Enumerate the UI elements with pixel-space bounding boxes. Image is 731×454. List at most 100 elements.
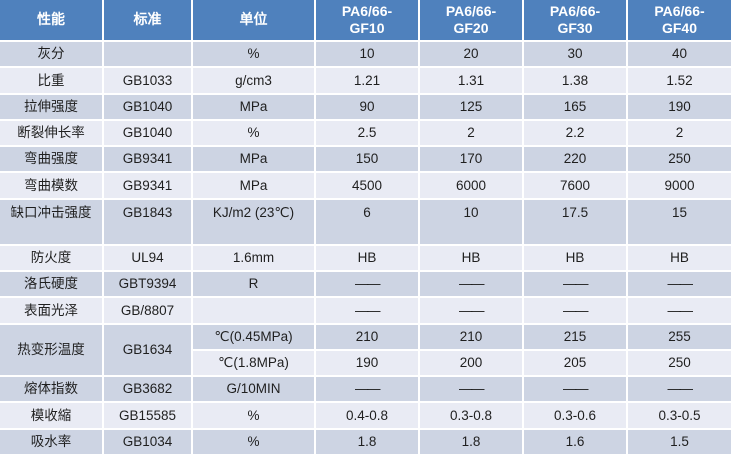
cell-value: 125 xyxy=(418,92,524,121)
table-row: 拉伸强度 GB1040 MPa 90 125 165 190 xyxy=(0,92,731,121)
table-row: 表面光泽 GB/8807 —— —— —— —— xyxy=(0,296,731,325)
cell-value: 0.3-0.5 xyxy=(626,401,731,430)
cell-value: —— xyxy=(314,269,420,299)
cell-standard: GB3682 xyxy=(102,375,193,404)
cell-value: 210 xyxy=(314,322,420,351)
cell-value: 170 xyxy=(418,145,524,174)
cell-property: 断裂伸长率 xyxy=(0,118,104,148)
cell-value: 220 xyxy=(522,145,628,174)
cell-standard: GB1033 xyxy=(102,66,193,95)
cell-property: 比重 xyxy=(0,66,104,95)
cell-value: 20 xyxy=(418,39,524,69)
cell-property: 表面光泽 xyxy=(0,296,104,325)
table-row: 热变形温度 GB1634 ℃(0.45MPa) 210 210 215 255 xyxy=(0,322,731,378)
cell-value: 190 xyxy=(314,348,420,378)
cell-value: —— xyxy=(626,375,731,404)
cell-value: 0.4-0.8 xyxy=(314,401,420,430)
cell-value: —— xyxy=(418,296,524,325)
cell-value: 2 xyxy=(626,118,731,148)
cell-standard: GB1034 xyxy=(102,427,193,454)
table-row: 模收縮 GB15585% 0.4-0.8 0.3-0.8 0.3-0.6 0.3-0.5 xyxy=(0,401,731,430)
cell-value: —— xyxy=(314,375,420,404)
cell-value: 255 xyxy=(626,322,731,351)
table-row: 吸水率 GB1034% 1.8 1.8 1.6 1.5 xyxy=(0,427,731,454)
cell-value: 250 xyxy=(626,145,731,174)
table-row: 弯曲强度 GB9341 MPa 150 170 220 250 xyxy=(0,145,731,174)
cell-value: —— xyxy=(522,296,628,325)
table-row: 防火度 UL94 1.6mm HB HB HB HB xyxy=(0,243,731,272)
cell-value: 150 xyxy=(314,145,420,174)
cell-value: 15 xyxy=(626,197,731,246)
cell-value: 0.3-0.8 xyxy=(418,401,524,430)
cell-unit: g/cm3 xyxy=(191,66,316,95)
table-row: 弯曲模数 GB9341 MPa 4500 6000 7600 9000 xyxy=(0,171,731,200)
cell-value: 1.31 xyxy=(418,66,524,95)
cell-property: 拉伸强度 xyxy=(0,92,104,121)
cell-standard: GB15585 xyxy=(102,401,193,430)
header-row: 性能 标准 单位 PA6/66- GF10 PA6/66- GF20 PA6/66- GF… xyxy=(0,0,731,42)
cell-value: 2.5 xyxy=(314,118,420,148)
cell-value: 200 xyxy=(418,348,524,378)
cell-standard: GB1843 xyxy=(102,197,193,246)
cell-value: HB xyxy=(418,243,524,272)
cell-value: 2 xyxy=(418,118,524,148)
table-row: 缺口冲击强度 GB1843 KJ/m2 (23℃) 6 10 17.5 15 xyxy=(0,197,731,246)
cell-value: 1.52 xyxy=(626,66,731,95)
column-header-property: 性能 xyxy=(0,0,104,42)
cell-value: 190 xyxy=(626,92,731,121)
cell-property: 洛氏硬度 xyxy=(0,269,104,299)
column-header-standard: 标准 xyxy=(102,0,193,42)
cell-value: 1.8 xyxy=(418,427,524,454)
table-row: 灰分% 10 20 30 40 xyxy=(0,39,731,69)
cell-value: —— xyxy=(626,296,731,325)
cell-value: 1.21 xyxy=(314,66,420,95)
cell-value: 90 xyxy=(314,92,420,121)
cell-property: 弯曲模数 xyxy=(0,171,104,200)
table-row: 洛氏硬度 GBT9394 R —— —— —— —— xyxy=(0,269,731,299)
cell-property: 热变形温度 xyxy=(0,322,104,378)
cell-unit: MPa xyxy=(191,171,316,200)
cell-unit xyxy=(191,296,316,325)
cell-value: 30 xyxy=(522,39,628,69)
cell-value: —— xyxy=(626,269,731,299)
cell-unit: ℃(1.8MPa) xyxy=(192,348,316,378)
cell-value: 1.6 xyxy=(522,427,628,454)
cell-standard xyxy=(102,39,193,69)
cell-property: 缺口冲击强度 xyxy=(0,197,104,246)
cell-value: 4500 xyxy=(314,171,420,200)
cell-value: 165 xyxy=(522,92,628,121)
cell-value: —— xyxy=(522,269,628,299)
cell-value: 10 xyxy=(314,39,420,69)
cell-standard: UL94 xyxy=(102,243,193,272)
cell-standard: GB/8807 xyxy=(102,296,193,325)
cell-value: HB xyxy=(522,243,628,272)
cell-value: 17.5 xyxy=(522,197,628,246)
table-row: 熔体指数 GB3682 G/10MIN —— —— —— —— xyxy=(0,375,731,404)
cell-property: 模收縮 xyxy=(0,401,104,430)
cell-value: 6000 xyxy=(418,171,524,200)
cell-value: —— xyxy=(418,375,524,404)
column-header-grade-gf20: PA6/66- GF20 xyxy=(418,0,524,42)
cell-standard: GB1040 xyxy=(102,118,193,148)
table-body: 灰分% 10 20 30 40 比重 GB1033 g/cm3 1.21 1.31 1.38 1.52… xyxy=(0,39,731,454)
cell-value: 250 xyxy=(626,348,731,378)
cell-unit: MPa xyxy=(191,145,316,174)
cell-unit: ℃(0.45MPa) xyxy=(191,322,316,351)
column-header-grade-gf40: PA6/66- GF40 xyxy=(626,0,731,42)
cell-unit: % xyxy=(191,118,316,148)
cell-property: 弯曲强度 xyxy=(0,145,104,174)
cell-unit: KJ/m2 (23℃) xyxy=(191,197,316,246)
cell-value: —— xyxy=(314,296,420,325)
table-row: ℃(1.8MPa) 190 200 205 250 xyxy=(0,348,731,378)
cell-value: 1.8 xyxy=(314,427,420,454)
cell-standard: GB9341 xyxy=(102,171,193,200)
cell-property: 吸水率 xyxy=(0,427,104,454)
cell-value: 210 xyxy=(418,322,524,351)
cell-value: —— xyxy=(522,375,628,404)
cell-property: 熔体指数 xyxy=(0,375,104,404)
cell-standard: GB9341 xyxy=(102,145,193,174)
cell-unit: 1.6mm xyxy=(191,243,316,272)
cell-standard: GB1634 xyxy=(102,322,193,378)
